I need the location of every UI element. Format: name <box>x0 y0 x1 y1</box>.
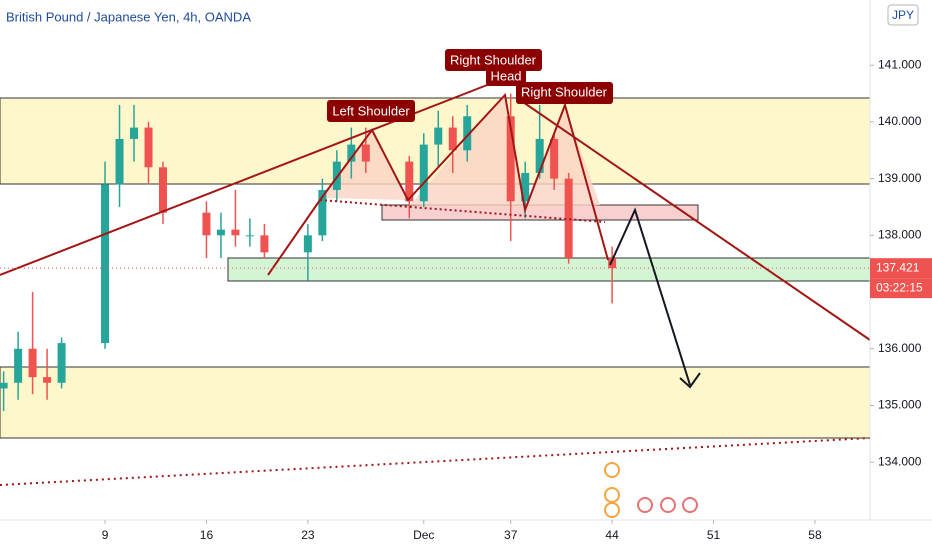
arrow-head <box>679 372 701 389</box>
candle-body <box>216 229 225 236</box>
candle-body <box>0 382 8 389</box>
candle-body <box>318 189 327 236</box>
candle-body <box>115 138 124 185</box>
event-icons <box>604 462 698 518</box>
candle-body <box>535 138 544 173</box>
candle-body <box>14 348 23 383</box>
currency: JPY <box>892 8 914 22</box>
x-tick-label: Dec <box>413 528 434 542</box>
price-badge <box>870 258 932 279</box>
candle-body <box>564 178 573 259</box>
candle-body <box>28 348 37 378</box>
candle-body <box>419 144 428 202</box>
candle-body <box>130 127 139 139</box>
countdown-badge <box>870 278 932 299</box>
candle-body <box>260 235 269 253</box>
icon <box>637 497 653 513</box>
chart-title: British Pound / Japanese Yen, 4h, OANDA <box>6 9 251 24</box>
trend-line <box>0 437 871 486</box>
y-tick-label: 141.000 <box>878 57 922 71</box>
annotation: Right Shoulder <box>450 52 537 67</box>
candle-body <box>448 127 457 151</box>
candle-body <box>231 229 240 236</box>
annotation: Head <box>490 68 521 83</box>
annotations: Left Shoulder Right Shoulder Head Right … <box>327 49 613 122</box>
drawings <box>0 79 871 486</box>
x-tick-label: 23 <box>301 528 315 542</box>
countdown: 03:22:15 <box>876 280 923 294</box>
y-tick-label: 135.000 <box>878 398 922 412</box>
annotation-box <box>445 49 542 71</box>
y-tick-label: 134.000 <box>878 454 922 468</box>
icon <box>604 502 620 518</box>
trend-line <box>519 99 871 341</box>
annotation: Left Shoulder <box>332 103 410 118</box>
icon <box>660 497 676 513</box>
annotation-box <box>327 100 415 122</box>
annotation-box <box>516 82 613 104</box>
candle-body <box>158 167 167 213</box>
x-tick-label: 44 <box>605 528 619 542</box>
candle-body <box>43 377 52 383</box>
candle-body <box>521 172 530 202</box>
candle-body <box>550 138 559 179</box>
trend-line <box>0 79 501 276</box>
y-tick-label: 138.000 <box>878 228 922 242</box>
currency-badge <box>887 4 919 26</box>
annotation-box <box>486 68 526 86</box>
candle-body <box>245 235 254 237</box>
x-tick-label: 37 <box>504 528 518 542</box>
candle-body <box>463 116 472 151</box>
zone <box>227 257 871 282</box>
x-tick-label: 16 <box>200 528 214 542</box>
candle-body <box>101 184 110 344</box>
candle-body <box>434 127 443 145</box>
candle-body <box>405 161 414 202</box>
icon <box>682 497 698 513</box>
candle-body <box>347 144 356 162</box>
candle-body <box>608 258 617 269</box>
marks <box>0 93 617 412</box>
candle-body <box>57 343 66 383</box>
candle-body <box>303 235 312 253</box>
x-tick-label: 58 <box>808 528 822 542</box>
pattern <box>320 130 408 200</box>
pattern-line <box>267 92 609 276</box>
y-tick-label: 136.000 <box>878 341 922 355</box>
projection-arrow <box>609 207 691 386</box>
x-tick-label: 9 <box>102 528 109 542</box>
pattern <box>525 105 600 210</box>
zone <box>0 366 871 439</box>
icon <box>604 462 620 478</box>
y-tick-label: 139.000 <box>878 171 922 185</box>
price-label: 137.421 <box>876 260 920 274</box>
x-tick-label: 51 <box>707 528 721 542</box>
annotation: Right Shoulder <box>521 84 608 99</box>
candle-body <box>361 144 370 162</box>
candle-body <box>506 116 515 202</box>
y-tick-label: 140.000 <box>878 114 922 128</box>
candle-body <box>144 127 153 168</box>
candle-body <box>202 212 211 236</box>
